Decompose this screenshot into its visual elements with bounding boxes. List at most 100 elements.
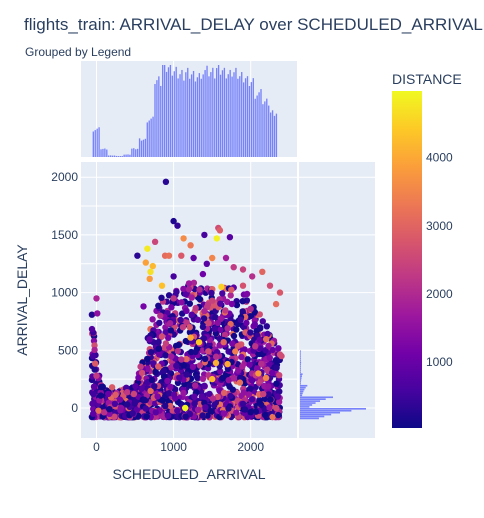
- density-point: [188, 311, 195, 318]
- y-histogram-bar: [300, 356, 301, 358]
- y-tick-label: 0: [71, 401, 78, 415]
- density-point: [261, 411, 269, 419]
- density-point: [257, 345, 264, 352]
- x-histogram-bar: [206, 65, 208, 157]
- x-histogram-bar: [231, 76, 233, 157]
- density-point: [275, 411, 282, 419]
- scatter-point: [259, 268, 266, 275]
- x-histogram-bar: [156, 80, 158, 157]
- x-histogram-bar: [260, 89, 262, 157]
- y-histogram-bar: [300, 409, 352, 412]
- x-histogram-bar: [171, 75, 173, 157]
- density-point: [266, 361, 273, 368]
- density-point: [217, 300, 224, 307]
- scatter-point: [236, 379, 244, 386]
- density-point: [259, 318, 266, 325]
- x-histogram-bar: [121, 155, 123, 157]
- x-histogram-bar: [244, 78, 247, 157]
- density-point: [233, 326, 240, 333]
- density-point: [167, 383, 174, 390]
- density-point: [252, 343, 259, 350]
- y-histogram-bar: [300, 367, 301, 370]
- density-point: [148, 376, 156, 384]
- y-histogram-bar: [300, 384, 308, 387]
- density-point: [260, 390, 267, 398]
- density-point: [183, 307, 190, 314]
- scatter-point: [212, 359, 220, 367]
- density-point: [236, 374, 244, 382]
- x-histogram-bar: [185, 72, 187, 157]
- density-point: [241, 406, 249, 413]
- scatter-point: [149, 262, 156, 270]
- density-point: [248, 376, 255, 383]
- density-point: [233, 301, 241, 309]
- x-histogram-bar: [183, 80, 185, 157]
- y-axis-label: ARRIVAL_DELAY: [14, 244, 30, 356]
- density-point: [183, 355, 190, 363]
- density-point: [106, 410, 113, 417]
- scatter-point: [209, 375, 216, 383]
- density-point: [154, 393, 161, 400]
- density-point: [193, 373, 201, 381]
- x-histogram-bar: [179, 74, 181, 157]
- density-point: [144, 355, 151, 363]
- x-histogram-bar: [250, 82, 253, 157]
- density-point: [196, 296, 204, 303]
- y-histogram-bar: [300, 361, 302, 364]
- x-histogram-bar: [216, 68, 218, 157]
- density-point: [117, 407, 124, 414]
- scatter-point: [142, 259, 149, 266]
- x-histogram-bar: [144, 138, 147, 157]
- density-point: [211, 325, 218, 333]
- density-point: [108, 384, 116, 391]
- x-histogram-bar: [162, 65, 164, 157]
- scatter-point: [178, 252, 185, 259]
- scatter-point: [278, 352, 285, 360]
- x-histogram-bar: [146, 122, 148, 157]
- scatter-point: [155, 363, 162, 370]
- scatter-point: [239, 266, 247, 273]
- density-point: [129, 410, 136, 417]
- y-histogram-bar: [300, 417, 319, 420]
- y-tick-label: 500: [58, 343, 78, 357]
- density-point: [174, 347, 181, 355]
- density-point: [227, 292, 234, 299]
- density-point: [219, 374, 226, 382]
- density-point: [169, 407, 176, 414]
- y-marginal-histogram: [300, 350, 366, 420]
- x-histogram-bar: [96, 128, 98, 157]
- density-point: [230, 375, 238, 382]
- scatter-point: [170, 273, 177, 280]
- chart-title: flights_train: ARRIVAL_DELAY over SCHEDU…: [24, 15, 483, 34]
- density-point: [213, 353, 220, 360]
- density-point: [263, 323, 270, 330]
- x-histogram-bar: [242, 82, 245, 157]
- y-histogram-bar: [300, 373, 303, 375]
- density-point: [166, 320, 174, 327]
- density-point: [247, 409, 254, 416]
- x-histogram-bar: [264, 101, 266, 157]
- scatter-point: [190, 254, 197, 262]
- colorbar-tick-label: 3000: [426, 219, 453, 233]
- density-point: [230, 332, 238, 340]
- density-point: [194, 316, 202, 323]
- scatter-point: [232, 348, 239, 355]
- density-point: [202, 404, 209, 411]
- density-point: [91, 346, 98, 354]
- density-point: [246, 361, 253, 368]
- density-point: [273, 364, 280, 371]
- density-point: [233, 409, 240, 416]
- y-histogram-bar: [300, 396, 333, 399]
- scatter-point: [182, 404, 189, 412]
- y-marginal-background: [299, 162, 375, 438]
- density-point: [182, 291, 190, 298]
- scatter-point: [144, 245, 151, 252]
- density-point: [219, 290, 226, 297]
- x-histogram-bar: [273, 115, 276, 157]
- density-point: [124, 401, 131, 408]
- density-point: [159, 397, 166, 404]
- density-point: [196, 286, 203, 293]
- y-histogram-bar: [300, 413, 332, 416]
- density-point: [143, 413, 150, 420]
